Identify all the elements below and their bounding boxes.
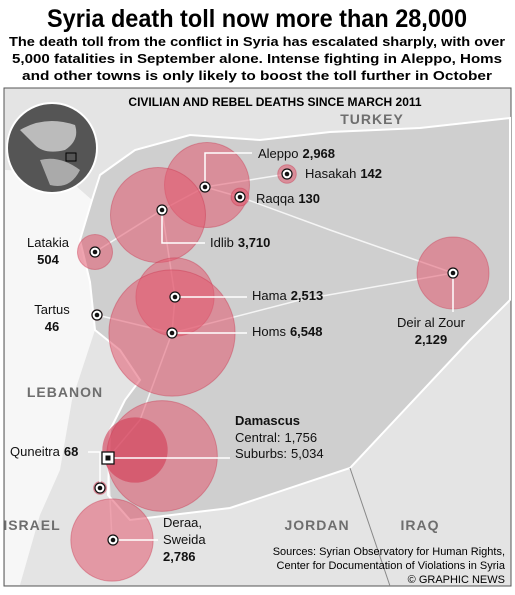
- city-deaths: 6,548: [290, 324, 323, 339]
- border: [349, 467, 391, 587]
- map: Civilian and Rebel Deaths since March 20…: [3, 87, 512, 587]
- city-dot-center: [169, 330, 175, 336]
- part-deaths: 5,034: [291, 446, 324, 461]
- subtitle-line: 5,000 fatalities in September alone. Int…: [12, 51, 502, 66]
- region-label: JORDAN: [284, 517, 349, 533]
- city-deaths: 68: [64, 444, 78, 459]
- city-dot-center: [172, 294, 178, 300]
- source-line: Center for Documentation of Violations i…: [277, 560, 506, 572]
- leader-line: [88, 451, 101, 488]
- city-dot-center: [237, 194, 243, 200]
- city-label: Hasakah 142: [305, 166, 382, 181]
- death-circle: [102, 417, 168, 483]
- city-name: Hasakah: [305, 166, 356, 181]
- part-name: Suburbs:: [235, 446, 287, 461]
- city-label: Quneitra 68: [10, 444, 78, 459]
- city-deaths: 2,513: [291, 288, 324, 303]
- map-heading: Civilian and Rebel Deaths since March 20…: [128, 95, 421, 109]
- city-deaths: 2,129: [415, 332, 448, 347]
- city-name: Latakia: [27, 235, 70, 250]
- city-deaths: 504: [37, 252, 59, 267]
- city-name: Homs: [252, 324, 286, 339]
- city-name: Deir al Zour: [397, 315, 466, 330]
- city-name: Deraa,: [163, 515, 202, 530]
- capital-marker-center: [105, 455, 111, 461]
- city-name: Tartus: [34, 302, 70, 317]
- capital-part: Suburbs: 5,034: [235, 446, 324, 461]
- city-label: Idlib 3,710: [210, 235, 270, 250]
- city-label: Hama 2,513: [252, 288, 323, 303]
- part-deaths: 1,756: [285, 430, 318, 445]
- subtitle: The death toll from the conflict in Syri…: [9, 34, 505, 83]
- city-label: Raqqa 130: [256, 191, 320, 206]
- city-name: Idlib: [210, 235, 234, 250]
- city-name: Quneitra: [10, 444, 61, 459]
- city-dot-center: [97, 485, 103, 491]
- death-circle: [109, 166, 207, 264]
- city-label: Aleppo 2,968: [258, 146, 335, 161]
- city-dot-center: [450, 270, 456, 276]
- city-name: Aleppo: [258, 146, 298, 161]
- city-name: Hama: [252, 288, 287, 303]
- capital-name: Damascus: [235, 413, 300, 428]
- subtitle-line: The death toll from the conflict in Syri…: [9, 34, 505, 49]
- part-name: Central:: [235, 430, 281, 445]
- sources: Sources: Syrian Observatory for Human Ri…: [273, 546, 506, 586]
- city-deaths: 2,786: [163, 549, 196, 564]
- sea: [5, 170, 95, 585]
- credit: © GRAPHIC NEWS: [408, 574, 505, 586]
- city-dot-center: [94, 312, 100, 318]
- heading-bg: [110, 92, 440, 110]
- city-deaths: 2,968: [302, 146, 335, 161]
- region-label: LEBANON: [27, 384, 103, 400]
- source-line: Sources: Syrian Observatory for Human Ri…: [273, 546, 505, 558]
- city-dot-center: [284, 171, 290, 177]
- region-label: IRAQ: [401, 517, 440, 533]
- city-dot-center: [110, 537, 116, 543]
- city-deaths: 3,710: [238, 235, 271, 250]
- region-label: TURKEY: [340, 111, 404, 127]
- capital-part: Central: 1,756: [235, 430, 317, 445]
- globe-inset: [6, 102, 98, 194]
- title: Syria death toll now more than 28,000: [47, 5, 467, 33]
- city-dot-center: [92, 249, 98, 255]
- city-dot-center: [202, 184, 208, 190]
- city-labels: Aleppo 2,968 Hasakah 142 Raqqa 130 Idlib 3,710 L…: [10, 146, 466, 564]
- city-deaths: 142: [360, 166, 382, 181]
- city-label: Homs 6,548: [252, 324, 323, 339]
- city-deaths: 130: [298, 191, 320, 206]
- leader-line: [161, 210, 205, 244]
- city-name: Sweida: [163, 532, 206, 547]
- city-name: Raqqa: [256, 191, 295, 206]
- city-deaths: 46: [45, 319, 59, 334]
- subtitle-line: and other towns is only likely to boost …: [22, 68, 492, 83]
- city-dot-center: [159, 207, 165, 213]
- region-label: ISRAEL: [3, 517, 60, 533]
- leader-line: [204, 152, 252, 187]
